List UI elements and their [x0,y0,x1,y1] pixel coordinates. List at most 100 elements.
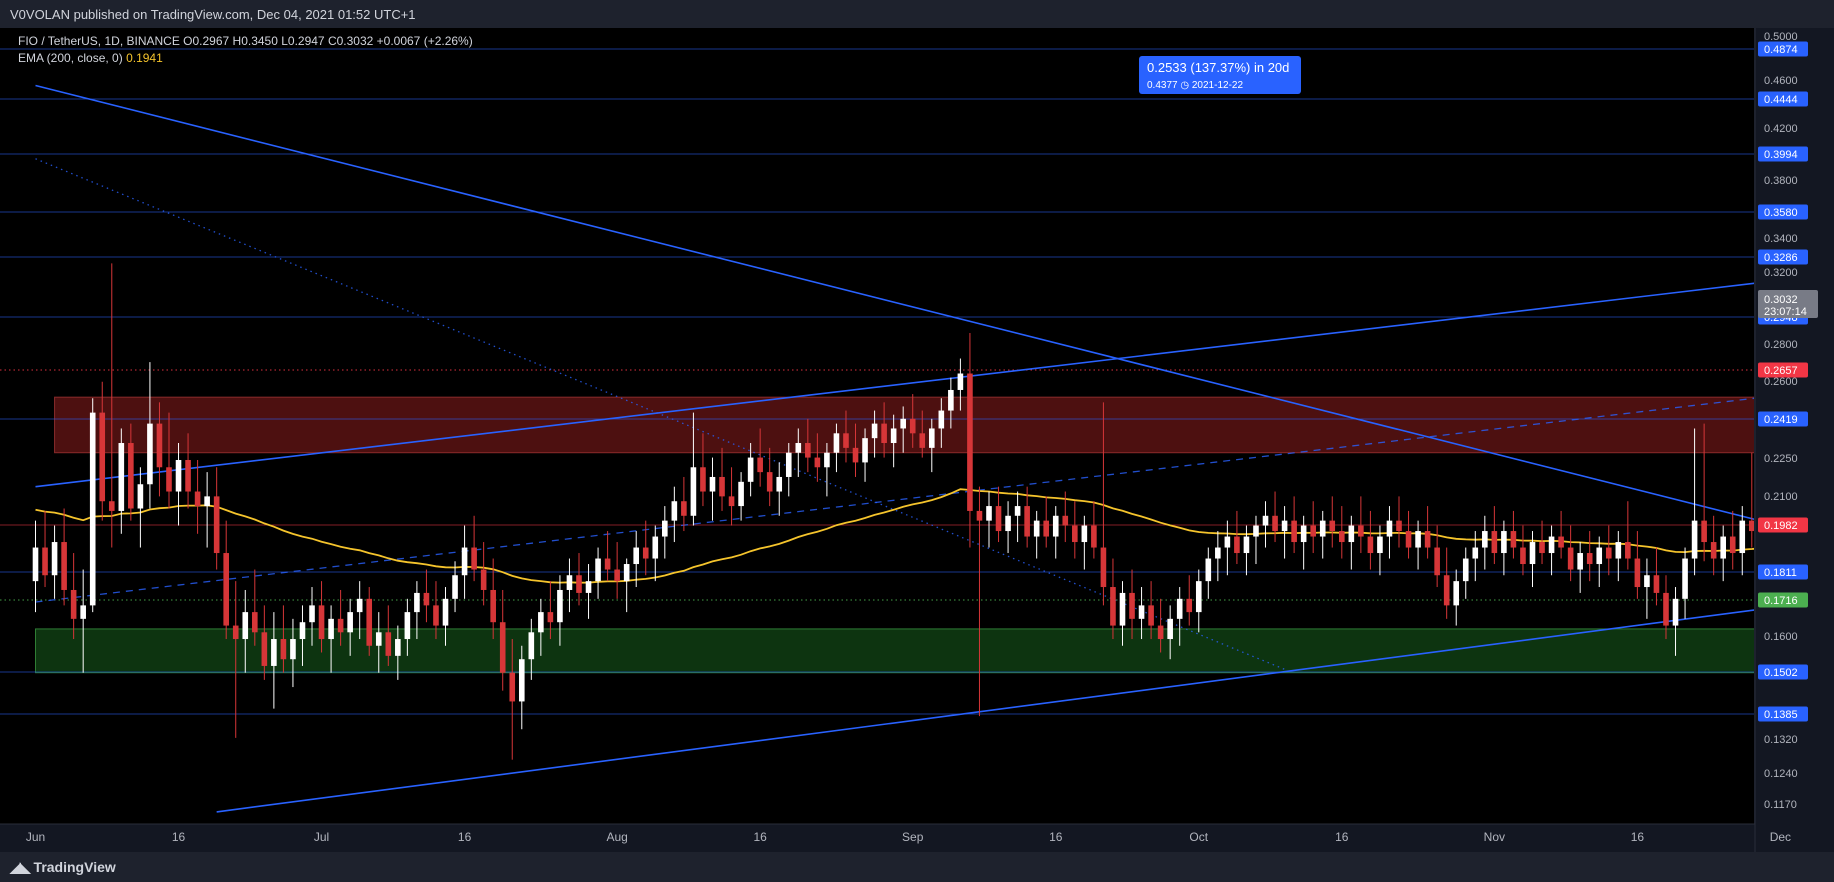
price-tag-text: 0.3994 [1764,149,1798,161]
candle-body [137,484,144,509]
candle [757,428,763,487]
candle [1701,423,1707,562]
candle [395,625,401,680]
candle-body [585,581,592,593]
candle [995,486,1002,543]
candle-body [51,542,58,576]
candle-body [347,612,353,633]
candle [662,506,668,559]
candle-body [175,459,182,492]
candle [1358,496,1364,554]
price-tag-box [1758,592,1808,608]
candle-body [433,605,439,626]
x-tick-label: Aug [606,830,627,844]
candle-body [909,418,916,434]
candle [728,467,735,526]
candle [700,433,706,507]
candle-body [280,639,287,660]
candle-body [795,443,802,453]
ema-value: 0.1941 [126,51,163,65]
candle-body [700,467,706,492]
candle-body [623,564,630,582]
candle [576,553,582,606]
price-tag-text: 0.2419 [1764,414,1798,426]
candle [1253,515,1259,565]
candle-body [1605,547,1612,559]
price-chart[interactable]: 0.2533 (137.37%) in 20d 0.4377 ◷ 2021-12-… [0,28,1834,852]
measure-sub-text: 0.4377 ◷ 2021-12-22 [1147,80,1243,91]
price-tag-text: 0.4444 [1764,94,1798,106]
candle-body [1491,531,1498,554]
candle [1081,515,1088,570]
candle [681,476,687,532]
candle-body [1186,598,1193,613]
candle-body [576,575,582,593]
candle [1272,491,1278,543]
candle-body [1558,536,1564,548]
price-tag-0.1502: 0.1502 [1758,664,1808,680]
candle-body [1424,531,1431,548]
candle [1091,501,1097,559]
candle-body [967,373,973,511]
candle-body [1729,536,1736,554]
price-tag-box [1758,706,1808,722]
candle-body [1682,558,1688,599]
candle-body [1281,520,1288,532]
candle [1424,506,1431,559]
candle [337,589,344,646]
candle [1491,506,1498,565]
candle [1625,501,1631,570]
candle [585,564,592,619]
candle [70,553,77,640]
price-tag-box [1758,564,1808,580]
candle [404,598,411,656]
candle-body [1739,520,1746,554]
candle-body [194,491,201,507]
candle [375,612,382,673]
candle [328,605,334,673]
candle [824,443,830,497]
candle [843,410,849,463]
candle-body [957,373,964,390]
candle [938,398,945,448]
candle-body [757,457,763,473]
candle-body [1443,575,1450,606]
candle-body [871,423,878,439]
candle [900,406,906,453]
candle [1729,510,1736,570]
candle [1319,510,1326,559]
candle-body [1014,506,1021,516]
candle-body [719,476,725,497]
candle-body [1749,520,1754,532]
candle-body [499,622,506,673]
candle-body [1224,536,1231,548]
candle [1672,587,1679,656]
trendline-upper-channel [35,282,1754,488]
price-tag-0.3286: 0.3286 [1758,249,1808,265]
candle [719,447,725,511]
trendline-descending [35,84,1754,521]
candle [1234,510,1240,565]
candle [1510,510,1517,559]
candle [785,443,792,497]
price-tag-text: 0.1502 [1764,667,1798,679]
candle-body [252,612,258,633]
candle [1052,506,1059,559]
candle [1405,510,1412,559]
candle [690,412,697,526]
candle-body [862,438,868,463]
candle-body [1386,520,1393,537]
candle-body [662,520,668,537]
candle [1129,569,1135,640]
candle [1462,547,1469,599]
price-tag-box [1758,146,1808,162]
candle-body [1081,525,1088,543]
y-tick-label: 0.1600 [1764,631,1798,643]
candle-body [1129,592,1135,619]
candle-body [1234,536,1240,554]
candle [509,639,516,760]
tradingview-logo[interactable]: ◢◣ TradingView [10,859,116,876]
candle [452,561,458,613]
candle [232,581,239,738]
